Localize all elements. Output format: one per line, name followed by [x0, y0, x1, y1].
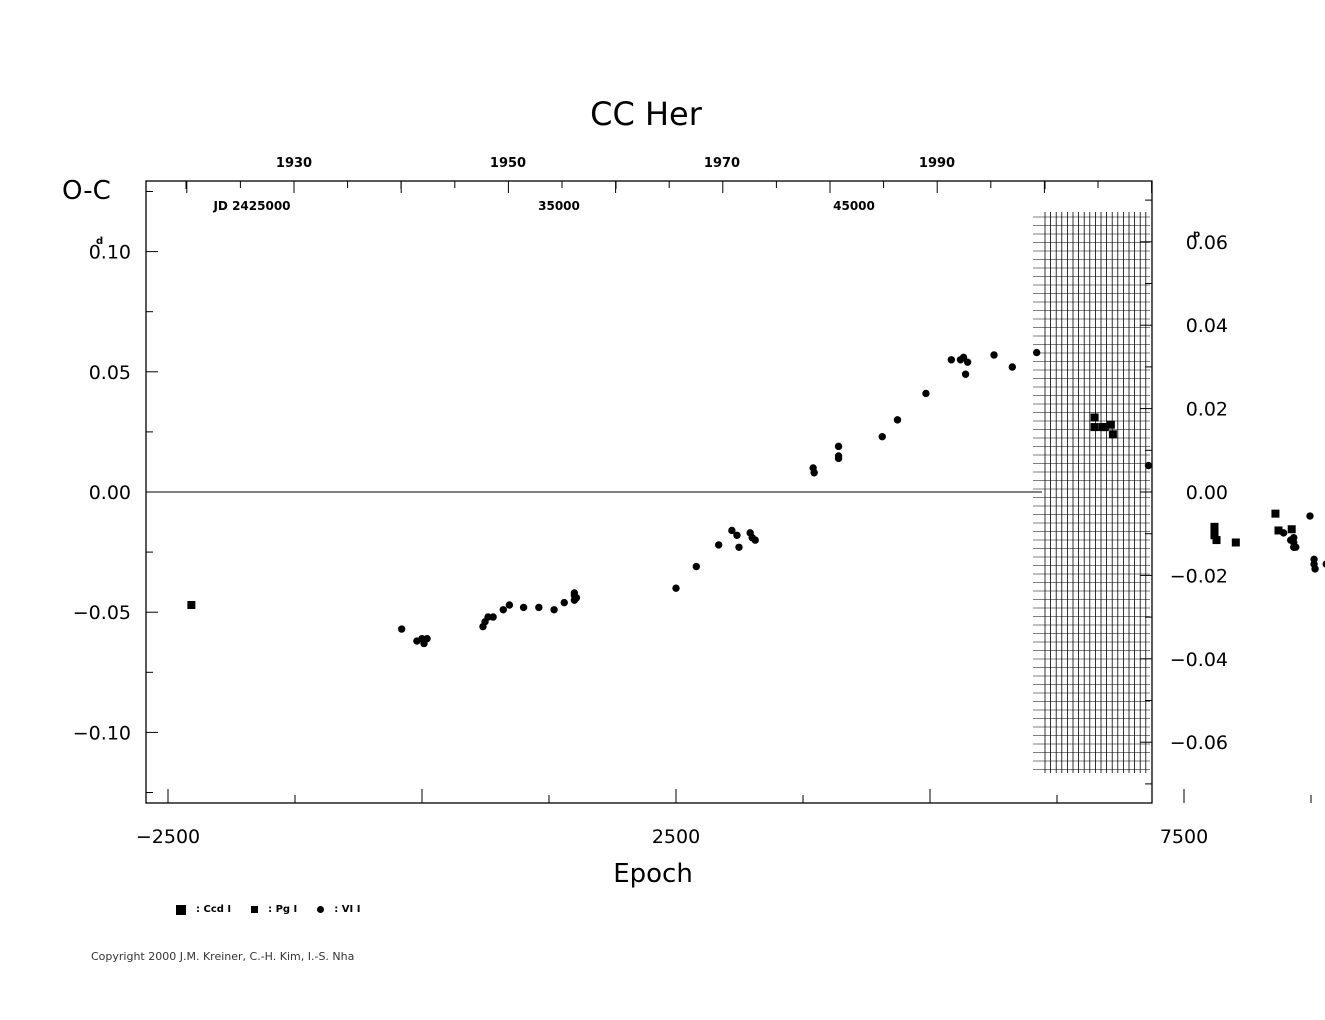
vi-point: [810, 469, 818, 477]
vi-point: [1144, 461, 1153, 470]
vi-point: [922, 389, 930, 398]
vi-point: [714, 541, 723, 549]
top-jd-label: 35000: [538, 199, 580, 213]
right-y-tick-label: −0.06: [1170, 732, 1228, 754]
pg-point: [1106, 420, 1115, 429]
pg-point: [1100, 423, 1109, 432]
vi-point: [990, 351, 998, 359]
vi-point: [1292, 543, 1300, 551]
vi-point: [519, 603, 528, 612]
top-jd-label: 45000: [833, 199, 875, 213]
right-y-tick-label: −0.04: [1170, 649, 1228, 671]
pg-point: [187, 600, 196, 609]
legend-label-pg: : Pg I: [268, 904, 298, 915]
pg-point: [1210, 531, 1219, 540]
y-axis-title: O-C: [62, 176, 111, 206]
vi-point: [1032, 348, 1041, 357]
x-tick-label: 7500: [1160, 826, 1208, 848]
y-tick-label: 0.00: [89, 482, 131, 504]
legend-item-pg: : Pg I: [251, 904, 297, 915]
vi-point: [672, 584, 680, 592]
legend: : Ccd I : Pg I : VI I: [176, 904, 380, 915]
legend-label-vi: : VI I: [334, 904, 361, 915]
vi-point: [572, 594, 581, 602]
pg-point: [1271, 509, 1280, 518]
top-year-label: 1930: [276, 156, 312, 171]
legend-item-vi: : VI I: [317, 904, 360, 915]
vi-point: [1290, 533, 1298, 542]
x-tick-label: −2500: [136, 826, 200, 848]
vi-point: [535, 603, 543, 612]
pg-marker-icon: [251, 906, 259, 913]
vi-point: [505, 601, 514, 609]
vi-point: [735, 543, 743, 551]
vi-point: [961, 370, 970, 378]
vi-point: [550, 606, 558, 614]
vi-point: [489, 613, 497, 621]
vi-point: [834, 452, 843, 460]
pg-point: [1090, 423, 1099, 432]
pg-point: [1108, 430, 1117, 439]
vi-point: [751, 536, 759, 544]
vi-point: [963, 358, 972, 366]
vi-point: [481, 618, 489, 626]
ccd-marker-icon: [176, 904, 186, 915]
vi-point: [397, 625, 406, 633]
vi-point: [1310, 555, 1318, 564]
y-tick-label: −0.05: [73, 602, 131, 624]
data-points: [187, 348, 1325, 648]
vi-point: [1306, 512, 1314, 520]
legend-item-ccd: : Ccd I: [176, 904, 231, 915]
pg-point: [1287, 525, 1296, 534]
vi-point: [499, 606, 507, 614]
top-jd-label: JD 2425000: [212, 199, 290, 213]
copyright-notice: Copyright 2000 J.M. Kreiner, C.-H. Kim, …: [91, 950, 355, 963]
right-unit-superscript: p: [1193, 229, 1200, 240]
vi-marker-icon: [317, 906, 325, 913]
pg-point: [1231, 538, 1240, 547]
vi-point: [733, 531, 741, 539]
pg-point: [1090, 413, 1099, 422]
vi-point: [947, 356, 956, 364]
vi-point: [560, 598, 568, 607]
top-year-label: 1950: [490, 156, 526, 171]
vi-point: [1008, 363, 1016, 371]
hatched-region: [1033, 212, 1150, 773]
vi-point: [692, 562, 701, 571]
chart-title: CC Her: [590, 95, 703, 133]
vi-point: [728, 526, 736, 535]
vi-point: [1279, 529, 1288, 537]
top-year-label: 1970: [704, 156, 740, 171]
pg-point: [1274, 526, 1283, 535]
right-y-tick-label: −0.02: [1170, 565, 1228, 587]
vi-point: [1322, 560, 1325, 568]
y-tick-label: 0.10: [89, 242, 131, 264]
y-unit-superscript: d: [96, 236, 103, 247]
pg-point: [1210, 526, 1219, 535]
vi-point: [420, 639, 428, 648]
x-tick-label: 2500: [652, 826, 700, 848]
legend-label-ccd: : Ccd I: [196, 904, 232, 915]
axes: −250025007500125000.100.050.00−0.05−0.10…: [73, 156, 1312, 848]
y-tick-label: 0.05: [89, 362, 131, 384]
vi-point: [834, 442, 843, 451]
x-axis-title: Epoch: [613, 859, 693, 889]
right-y-tick-label: 0.06: [1186, 232, 1228, 254]
right-y-tick-label: 0.02: [1186, 399, 1228, 421]
vi-point: [878, 433, 886, 441]
right-y-tick-label: 0.00: [1186, 482, 1228, 504]
top-year-label: 1990: [919, 156, 955, 171]
vi-point: [1311, 565, 1319, 573]
vi-point: [893, 416, 902, 424]
right-y-tick-label: 0.04: [1186, 315, 1228, 337]
pg-point: [1212, 536, 1221, 545]
y-tick-label: −0.10: [73, 722, 131, 744]
